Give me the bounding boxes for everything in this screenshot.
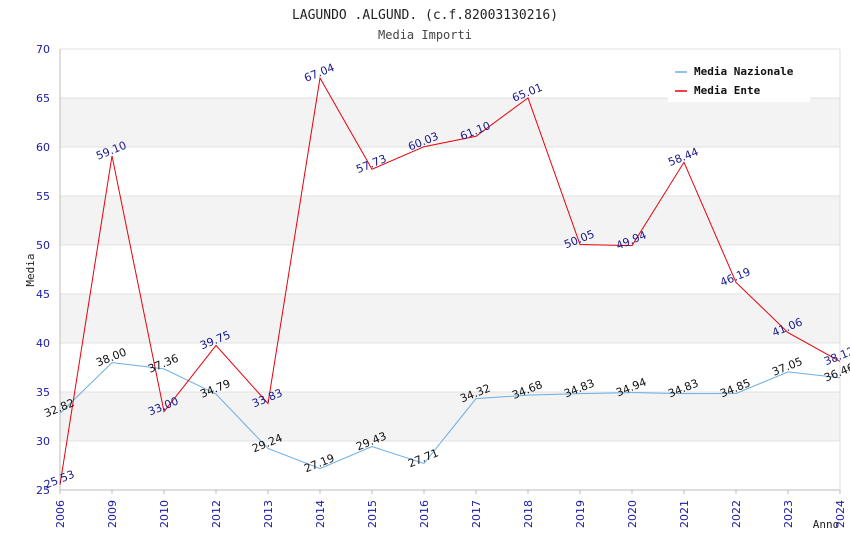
y-tick-label: 55: [36, 190, 50, 203]
data-label-nazionale: 27.71: [406, 446, 440, 470]
x-tick-label: 2017: [470, 500, 483, 528]
x-tick-label: 2015: [366, 500, 379, 528]
y-tick-label: 40: [36, 337, 50, 350]
y-tick-label: 45: [36, 288, 50, 301]
data-label-ente: 25.53: [42, 468, 76, 492]
x-tick-label: 2009: [106, 500, 119, 528]
series-line-ente: [59, 76, 841, 485]
data-label-nazionale: 37.36: [146, 352, 180, 376]
chart-title: LAGUNDO .ALGUND. (c.f.82003130216): [292, 8, 558, 23]
x-tick-labels: 2006 2009 2010 2012 2013 2014 2015 2016 2017 2018…: [54, 490, 847, 528]
x-tick-label: 2021: [678, 500, 691, 528]
axes: [59, 49, 841, 491]
x-tick-label: 2016: [418, 500, 431, 528]
x-tick-label: 2020: [626, 500, 639, 528]
chart-subtitle: Media Importi: [378, 28, 472, 42]
data-label-ente: 58.44: [666, 145, 700, 169]
legend-box: [668, 60, 810, 102]
band-40: [60, 294, 840, 343]
background-bands: [60, 98, 840, 441]
y-tick-label: 25: [36, 484, 50, 497]
x-axis-label: Anno: [813, 518, 840, 531]
y-axis-label: Media: [24, 253, 37, 286]
series-line-nazionale: [59, 362, 841, 470]
series-lines: [59, 76, 841, 485]
x-tick-label: 2022: [730, 500, 743, 528]
y-tick-label: 30: [36, 435, 50, 448]
x-tick-label: 2024: [834, 500, 847, 528]
data-label-nazionale: 37.05: [770, 355, 804, 379]
y-tick-label: 35: [36, 386, 50, 399]
x-tick-label: 2006: [54, 500, 67, 528]
x-tick-label: 2014: [314, 500, 327, 528]
data-label-ente: 57.73: [354, 152, 388, 176]
band-60: [60, 98, 840, 147]
data-label-nazionale: 27.19: [302, 451, 336, 475]
x-tick-label: 2023: [782, 500, 795, 528]
x-tick-label: 2012: [210, 500, 223, 528]
legend-label-nazionale: Media Nazionale: [694, 65, 794, 78]
x-tick-label: 2019: [574, 500, 587, 528]
band-50: [60, 196, 840, 245]
data-label-ente: 46.19: [718, 265, 752, 289]
y-tick-label: 50: [36, 239, 50, 252]
legend: Media Nazionale Media Ente: [668, 60, 810, 102]
x-tick-label: 2018: [522, 500, 535, 528]
y-tick-labels: 25 30 35 40 45 50 55 60 65 70: [36, 43, 50, 497]
band-30: [60, 392, 840, 441]
x-tick-label: 2013: [262, 500, 275, 528]
x-tick-label: 2010: [158, 500, 171, 528]
y-tick-label: 70: [36, 43, 50, 56]
y-tick-label: 60: [36, 141, 50, 154]
data-label-nazionale: 38.00: [94, 346, 128, 370]
legend-label-ente: Media Ente: [694, 84, 761, 97]
y-tick-label: 65: [36, 92, 50, 105]
